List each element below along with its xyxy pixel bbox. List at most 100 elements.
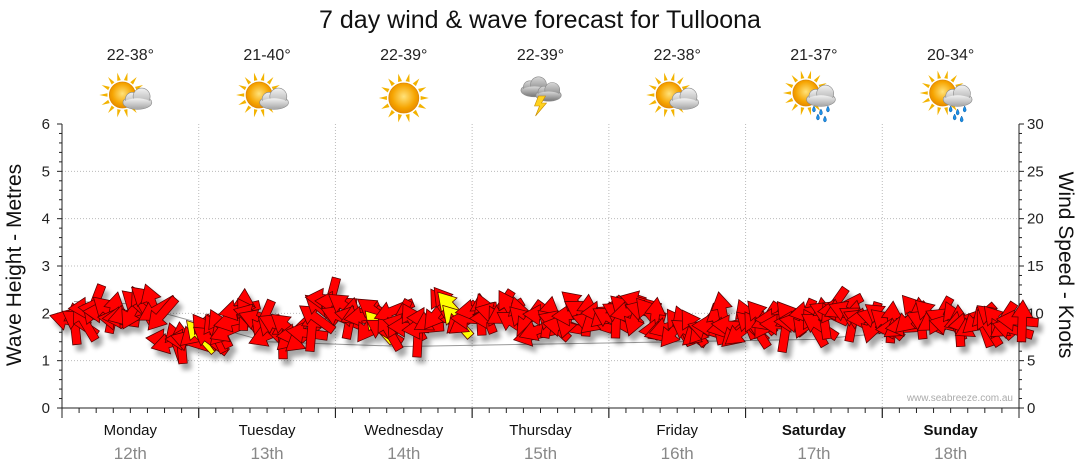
- sun-ray: [418, 103, 427, 109]
- cloud-fill: [123, 98, 151, 109]
- right-tick-label: 25: [1027, 163, 1044, 180]
- chart-title: 7 day wind & wave forecast for Tulloona: [319, 6, 761, 34]
- sun-disc: [388, 82, 420, 114]
- sun-ray: [807, 107, 812, 116]
- weather-icons: [99, 70, 973, 123]
- sun-ray: [123, 109, 128, 118]
- rain-drop: [959, 115, 964, 123]
- grid-lines: [62, 124, 1019, 408]
- sun-ray: [921, 97, 931, 103]
- right-tick-label: 0: [1027, 400, 1035, 417]
- sun-ray: [648, 99, 657, 105]
- sun-ray: [937, 70, 942, 79]
- sun-ray: [405, 114, 410, 123]
- sun-ray: [807, 70, 812, 79]
- cloud-shape: [259, 87, 289, 110]
- sun-ray: [101, 85, 110, 91]
- sun-ray: [791, 75, 799, 83]
- sun-ray: [117, 109, 121, 118]
- wind-arrow-shape: [1011, 299, 1034, 343]
- sun-ray: [117, 72, 121, 81]
- day-labels: Monday 12th Tuesday 13th Wednesday 14th Thursd…: [104, 422, 979, 463]
- sun-ray: [785, 83, 794, 89]
- left-tick-label: 2: [42, 305, 50, 322]
- cloud-shape: [942, 84, 973, 107]
- cloud-fill: [807, 95, 835, 106]
- watermark: www.seabreeze.com.au: [906, 393, 1013, 404]
- sun-ray: [928, 75, 935, 83]
- sun-ray: [800, 70, 805, 79]
- sun-ray: [412, 109, 420, 118]
- day-date-label: 16th: [661, 444, 694, 463]
- right-tick-label: 5: [1027, 353, 1035, 370]
- cloud-fill: [670, 98, 698, 109]
- sun-ray: [782, 91, 792, 95]
- sun-ray: [654, 77, 662, 85]
- sun-ray: [260, 72, 265, 81]
- sun-ray: [99, 93, 108, 97]
- rain-drop: [952, 113, 957, 121]
- sun-ray: [800, 107, 805, 116]
- day-name-label: Wednesday: [364, 422, 443, 439]
- temperature-label: 22-38°: [654, 47, 701, 64]
- cloud-shape: [122, 87, 153, 110]
- wind-arrow: [995, 309, 1039, 332]
- day-name-label: Tuesday: [239, 422, 296, 439]
- sun-ray: [271, 85, 280, 91]
- partly-cloudy-icon: [99, 72, 153, 118]
- sun-ray: [381, 103, 390, 109]
- sun-ray: [921, 83, 931, 89]
- temperature-label: 20-34°: [927, 47, 974, 64]
- day-date-label: 15th: [524, 444, 557, 463]
- sun-ray: [123, 72, 128, 81]
- sun-ray: [937, 107, 942, 116]
- left-tick-label: 3: [42, 258, 50, 275]
- sun-ray: [420, 95, 429, 101]
- rain-drop: [955, 108, 960, 116]
- sun-ray: [648, 85, 657, 91]
- sun-ray: [398, 114, 403, 123]
- sun-ray: [378, 95, 387, 101]
- sun-ray: [244, 77, 252, 85]
- sun-ray: [785, 97, 794, 103]
- sun-ray: [388, 109, 395, 118]
- showers-icon: [919, 70, 973, 123]
- sunny-icon: [378, 73, 429, 123]
- sun-ray: [130, 77, 137, 85]
- sun-ray: [238, 99, 247, 105]
- day-date-label: 18th: [934, 444, 967, 463]
- sun-ray: [919, 91, 928, 95]
- left-tick-label: 4: [42, 211, 50, 228]
- sun-ray: [108, 105, 115, 113]
- sun-ray: [238, 85, 247, 91]
- sun-ray: [253, 72, 258, 81]
- left-tick-label: 6: [42, 116, 50, 133]
- day-name-label: Monday: [104, 422, 158, 439]
- day-date-label: 12th: [114, 444, 147, 463]
- sun-ray: [134, 85, 144, 91]
- sun-ray: [266, 77, 274, 85]
- sun-ray: [388, 78, 395, 87]
- lightning-bolt: [534, 95, 548, 117]
- showers-icon: [782, 70, 836, 123]
- day-date-label: 17th: [797, 444, 830, 463]
- wind-arrow-shape: [147, 295, 180, 331]
- plot-frame: [61, 124, 1020, 418]
- day-name-label: Saturday: [782, 422, 847, 439]
- rain-drop: [962, 105, 967, 113]
- temperature-label: 21-40°: [243, 47, 290, 64]
- sun-ray: [670, 72, 675, 81]
- sun-ray: [381, 87, 390, 93]
- sun-ray: [928, 103, 935, 111]
- cloud-fill: [944, 95, 972, 106]
- left-axis-ticks: 0 1 2 3 4 5 6: [42, 116, 62, 417]
- temperature-label: 21-37°: [790, 47, 837, 64]
- sun-ray: [664, 109, 668, 118]
- sun-ray: [646, 93, 655, 97]
- sun-ray: [412, 78, 420, 87]
- wind-arrow-shape: [995, 309, 1039, 332]
- wind-arrow: [147, 295, 180, 331]
- rain-drop: [819, 108, 823, 116]
